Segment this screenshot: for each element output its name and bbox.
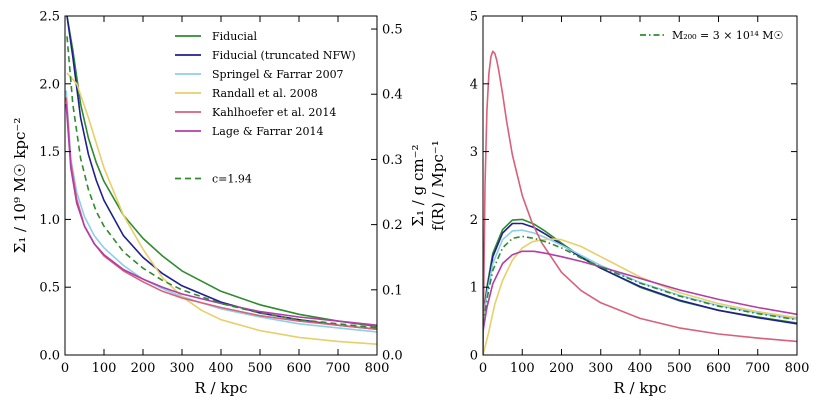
left-legend-label-4: Kahlhoefer et al. 2014: [212, 106, 336, 119]
right-x-tick-label: 700: [745, 361, 770, 376]
right-y-tick-label: 1: [470, 281, 478, 296]
left-legend: Fiducial Fiducial (truncated NFW) Springel…: [175, 30, 356, 186]
right-y-tick-label: 5: [470, 10, 478, 25]
left-x-tick-label: 300: [170, 361, 195, 376]
left-panel: 0 100 200 300 400 500 600 700 8000.00.51.01.52.0…: [11, 10, 427, 398]
right-series-line-6: [483, 235, 797, 325]
left-y-tick-label: 1.5: [39, 145, 60, 160]
right-series-line-2: [483, 229, 797, 322]
right-series-line-0: [483, 218, 797, 324]
left-x-tick-label: 800: [365, 361, 390, 376]
left-right-y-tick-label: 0.2: [382, 218, 403, 233]
right-y-tick-label: 3: [470, 145, 478, 160]
right-x-tick-label: 100: [510, 361, 535, 376]
left-x-tick-label: 100: [92, 361, 117, 376]
left-series-layer: [65, 16, 377, 345]
right-y-tick-label: 4: [470, 77, 478, 92]
right-plot-frame: [482, 15, 798, 356]
left-legend-label-5: Lage & Farrar 2014: [212, 125, 323, 138]
left-series-line-3: [66, 72, 377, 345]
right-legend: M₂₀₀ = 3 × 10¹⁴ M☉: [640, 29, 783, 42]
right-x-tick-label: 500: [667, 361, 692, 376]
left-y-tick-label: 0.0: [39, 349, 60, 364]
left-right-y-tick-label: 0.5: [382, 23, 403, 38]
right-x-tick-label: 200: [549, 361, 574, 376]
right-x-tick-label: 0: [479, 361, 487, 376]
left-series-line-0: [66, 16, 377, 328]
right-legend-label: M₂₀₀ = 3 × 10¹⁴ M☉: [672, 29, 783, 42]
left-legend-label-6: c=1.94: [212, 173, 252, 186]
left-right-y-tick-label: 0.4: [382, 88, 403, 103]
right-series-line-5: [483, 250, 797, 332]
left-ticks-layer: 0 100 200 300 400 500 600 700 8000.00.51.01.52.0…: [39, 10, 402, 377]
left-right-y-tick-label: 0.1: [382, 283, 403, 298]
left-y-tick-label: 1.0: [39, 213, 60, 228]
left-series-line-6: [66, 36, 377, 329]
right-series-line-4: [483, 50, 797, 355]
left-legend-label-3: Randall et al. 2008: [212, 87, 318, 100]
right-x-tick-label: 800: [785, 361, 810, 376]
right-x-axis-label: R / kpc: [614, 379, 667, 397]
left-y-axis-label: Σ₁ / 10⁹ M☉ kpc⁻²: [11, 118, 29, 254]
right-y-axis-label: f(R) / Mpc⁻¹: [429, 140, 447, 230]
left-x-tick-label: 500: [248, 361, 273, 376]
left-x-axis-label: R / kpc: [195, 379, 248, 397]
left-legend-label-2: Springel & Farrar 2007: [212, 68, 344, 81]
left-x-tick-label: 0: [61, 361, 69, 376]
left-y-tick-label: 2.5: [39, 10, 60, 25]
right-x-tick-label: 600: [706, 361, 731, 376]
left-right-y-tick-label: 0.0: [382, 349, 403, 364]
left-y-tick-label: 2.0: [39, 77, 60, 92]
left-legend-label-1: Fiducial (truncated NFW): [212, 49, 356, 62]
right-series-line-3: [483, 238, 797, 355]
left-x-tick-label: 400: [209, 361, 234, 376]
left-right-y-tick-label: 0.3: [382, 153, 403, 168]
left-right-y-axis-label: Σ₁ / g cm⁻²: [409, 144, 427, 226]
right-y-tick-label: 0: [470, 349, 478, 364]
right-series-layer: [483, 50, 797, 355]
left-legend-label-0: Fiducial: [212, 30, 258, 43]
left-x-tick-label: 700: [326, 361, 351, 376]
left-series-line-4: [65, 97, 377, 330]
right-y-tick-label: 2: [470, 213, 478, 228]
right-x-tick-label: 400: [628, 361, 653, 376]
right-x-tick-label: 300: [588, 361, 613, 376]
right-series-line-1: [483, 222, 797, 325]
left-x-tick-label: 600: [287, 361, 312, 376]
left-series-line-5: [65, 104, 377, 326]
left-x-tick-label: 200: [131, 361, 156, 376]
left-y-tick-label: 0.5: [39, 281, 60, 296]
right-ticks-layer: 0 100 200 300 400 500 600 700 800 0 1 2 3 4 5: [470, 10, 810, 377]
